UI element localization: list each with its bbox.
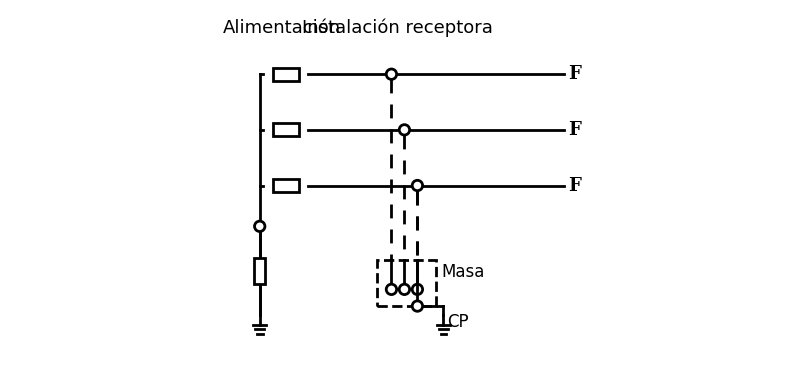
Text: F: F xyxy=(568,177,580,194)
Text: Masa: Masa xyxy=(441,263,485,281)
Circle shape xyxy=(386,284,397,295)
Text: Instalación receptora: Instalación receptora xyxy=(302,19,492,37)
Circle shape xyxy=(412,284,422,295)
Circle shape xyxy=(255,221,265,232)
Bar xyxy=(272,179,299,192)
Bar xyxy=(376,260,436,306)
Bar xyxy=(272,124,299,137)
Circle shape xyxy=(399,125,410,135)
Circle shape xyxy=(399,284,410,295)
Text: F: F xyxy=(568,121,580,139)
Text: F: F xyxy=(568,65,580,83)
Circle shape xyxy=(412,301,422,311)
Bar xyxy=(272,68,299,81)
Bar xyxy=(254,258,265,284)
Circle shape xyxy=(412,180,422,191)
Circle shape xyxy=(386,69,397,79)
Text: CP: CP xyxy=(447,313,468,332)
Text: Alimentación: Alimentación xyxy=(222,19,341,37)
